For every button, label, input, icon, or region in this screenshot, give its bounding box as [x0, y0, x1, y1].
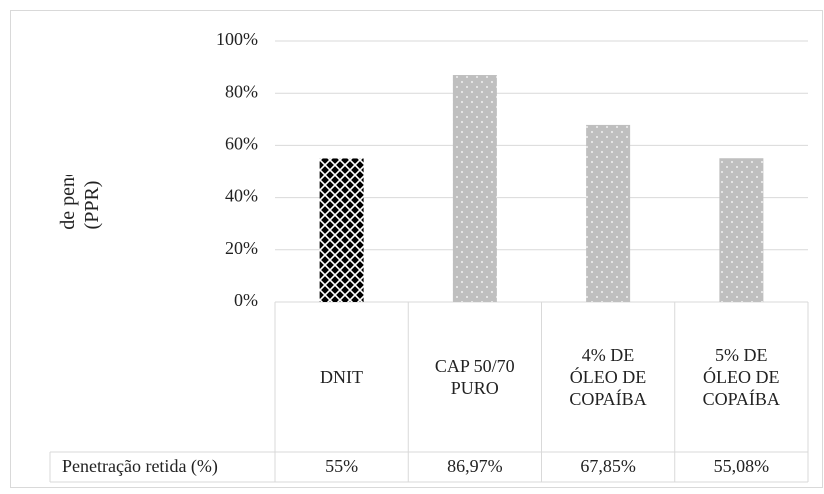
chart-frame [10, 10, 823, 488]
x-tick-label: CAP 50/70 PURO [434, 356, 515, 398]
y-tick-label: 0% [234, 290, 258, 310]
x-tick-label: 5% DE ÓLEO DE COPAÍBA [702, 345, 780, 409]
data-label: 55% [325, 456, 358, 476]
y-tick-label: 20% [225, 238, 258, 258]
data-label: 67,85% [580, 456, 636, 476]
legend-label: Penetração retida (%) [62, 456, 218, 477]
y-tick-label: 100% [216, 29, 258, 49]
y-tick-label: 40% [225, 186, 258, 206]
bar [719, 158, 764, 302]
bar [586, 124, 631, 302]
y-axis-label: Percentagem de penetração retira (PPR) [57, 175, 103, 235]
x-tick-label: DNIT [320, 367, 363, 387]
y-tick-label: 80% [225, 81, 258, 101]
bar [452, 75, 497, 302]
y-tick-label: 60% [225, 134, 258, 154]
x-tick-label: 4% DE ÓLEO DE COPAÍBA [569, 345, 647, 409]
bar [319, 158, 364, 302]
data-label: 86,97% [447, 456, 503, 476]
data-label: 55,08% [714, 456, 770, 476]
